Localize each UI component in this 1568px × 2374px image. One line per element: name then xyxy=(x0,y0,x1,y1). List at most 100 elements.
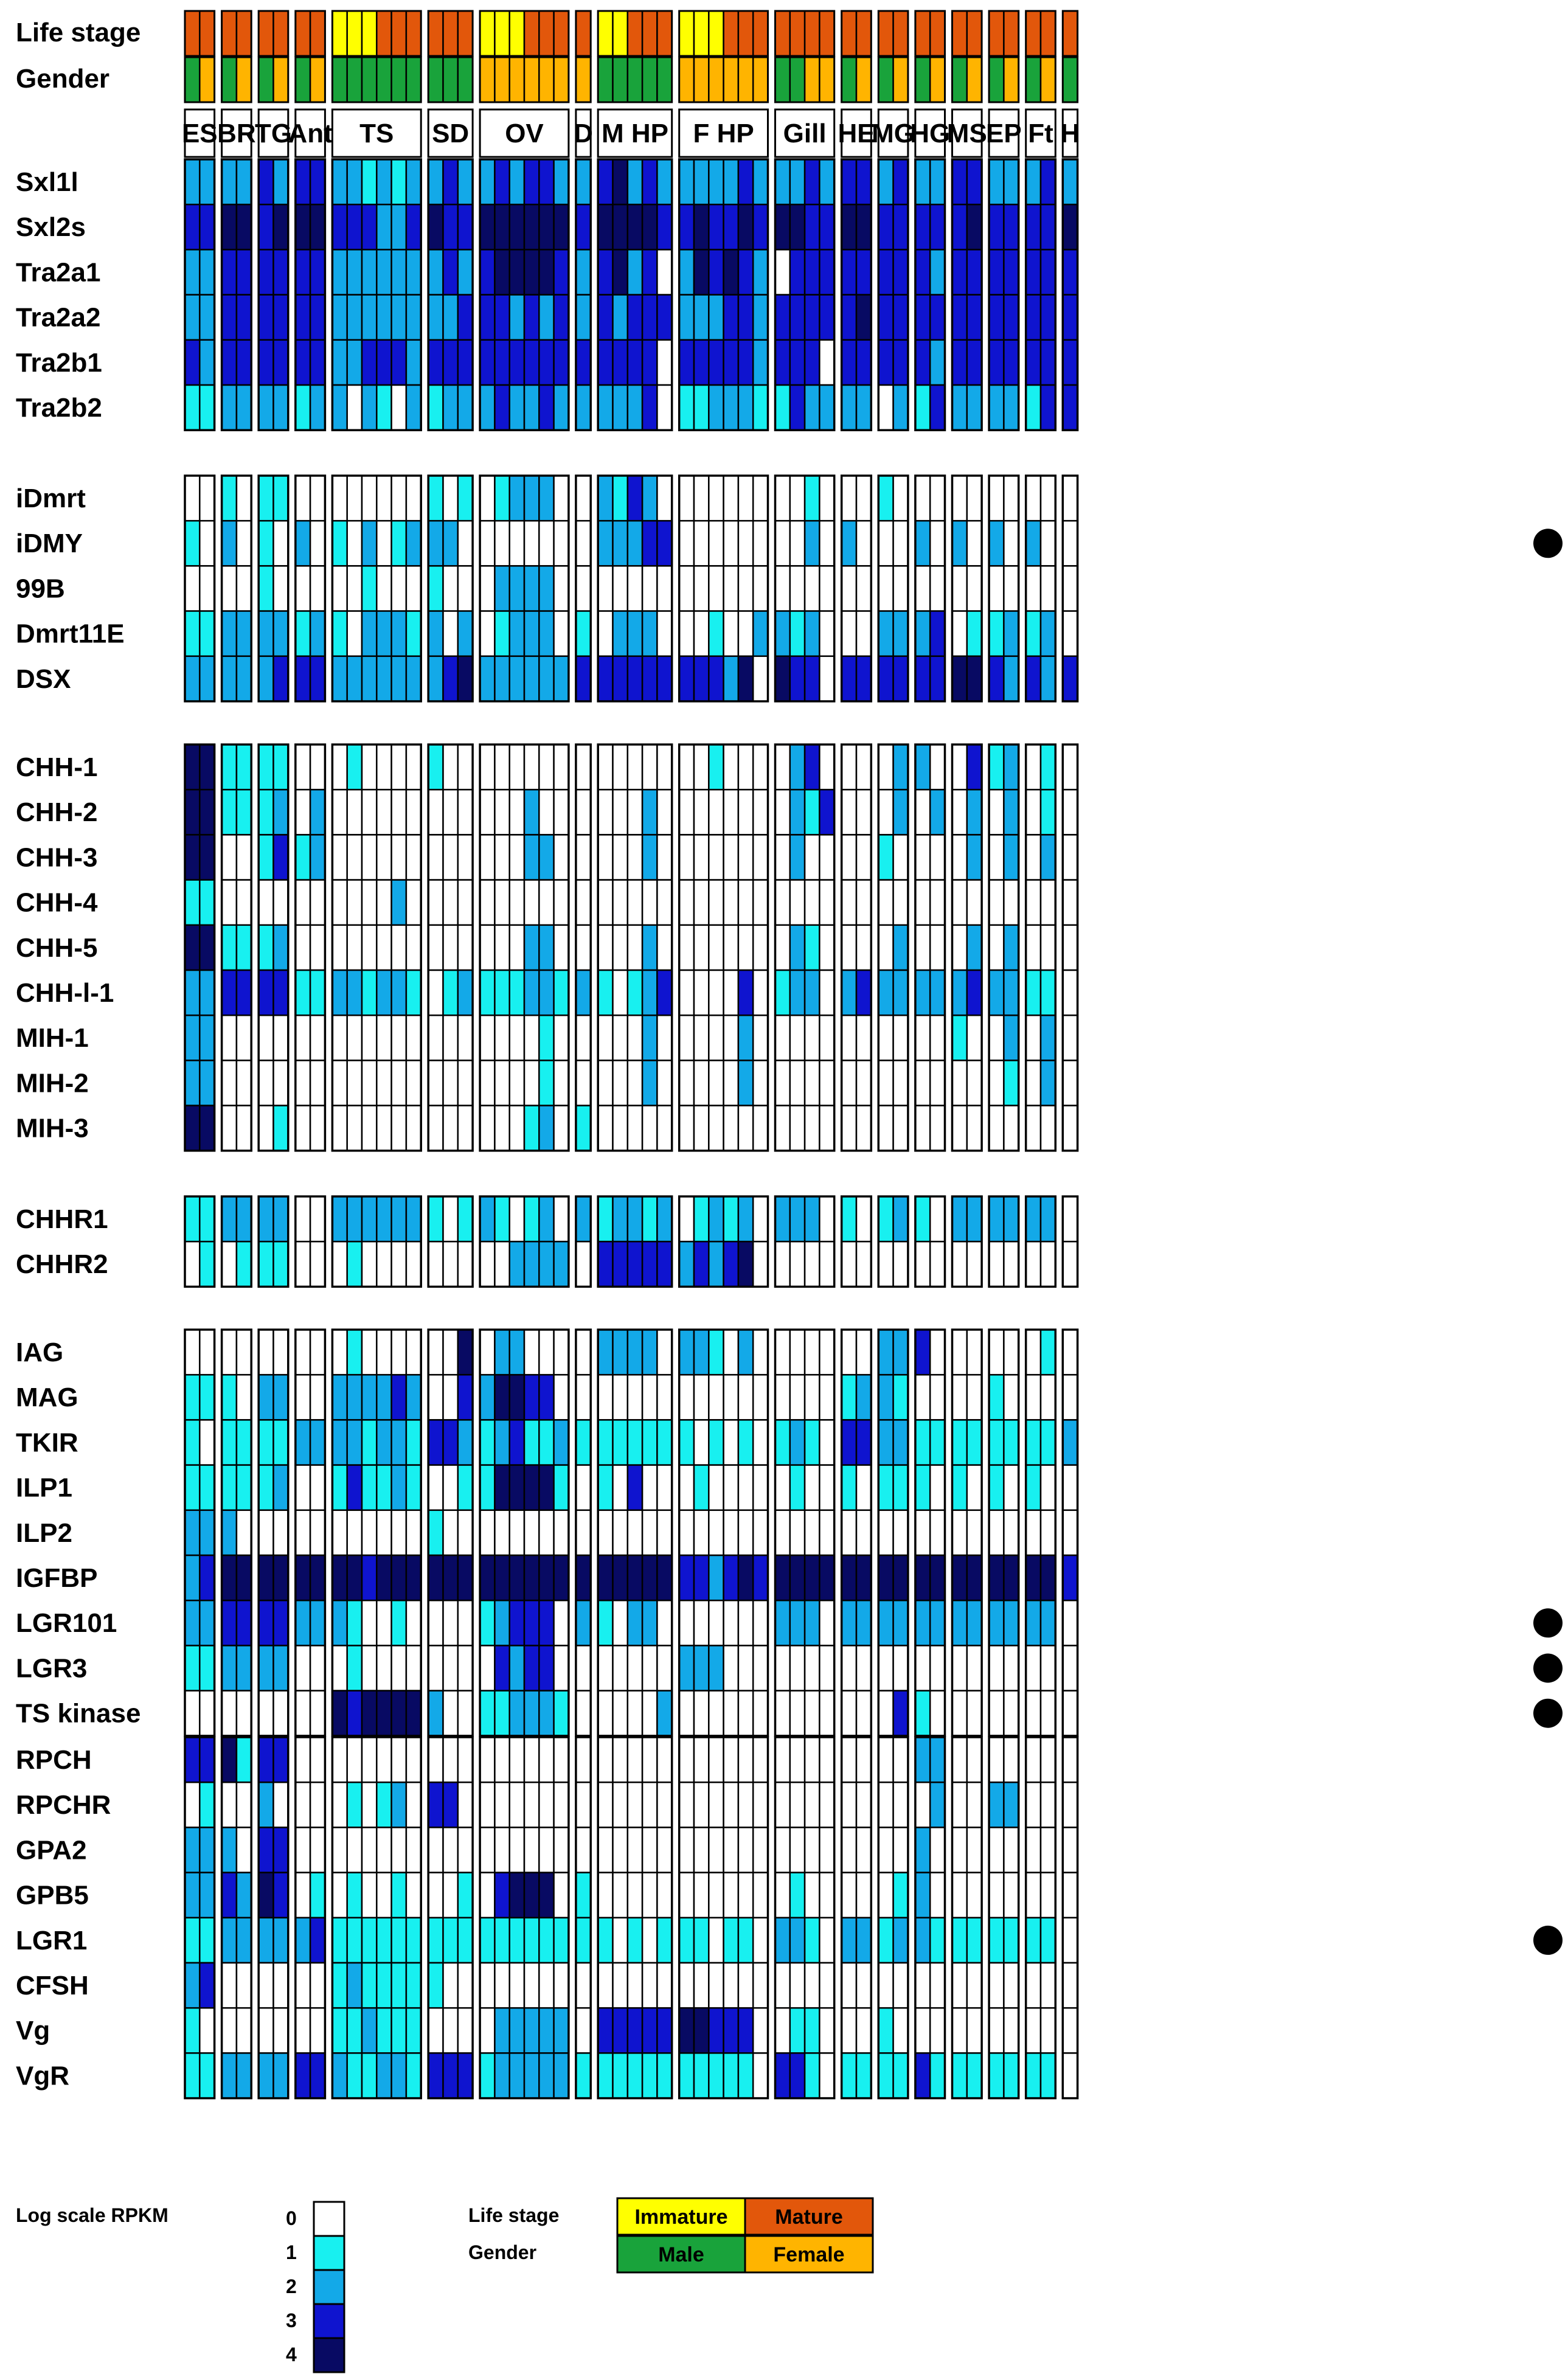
heat-cell xyxy=(914,1917,931,1964)
gene-label-chh-5: CHH-5 xyxy=(16,933,97,963)
heat-cell xyxy=(774,1060,791,1106)
scale-swatch-2 xyxy=(313,2269,345,2305)
heat-cell xyxy=(575,788,592,836)
heat-cell xyxy=(612,1872,629,1919)
heat-cell xyxy=(892,1599,909,1647)
heat-cell xyxy=(951,610,968,658)
heat-cell xyxy=(523,1736,540,1783)
heat-cell xyxy=(427,1509,444,1557)
gene-label-tra2b1: Tra2b1 xyxy=(16,348,102,378)
header-cell xyxy=(752,10,769,57)
heat-cell xyxy=(331,1554,348,1602)
group-block-border xyxy=(220,158,252,431)
heat-cell xyxy=(752,969,769,1016)
tissue-box-m-hp xyxy=(597,108,673,158)
heat-cell xyxy=(723,1373,740,1421)
heat-cell xyxy=(789,1645,806,1692)
heat-cell xyxy=(1025,1419,1042,1466)
heat-cell xyxy=(612,610,629,658)
heat-cell xyxy=(390,1014,408,1061)
heat-cell xyxy=(752,1509,769,1557)
heat-cell xyxy=(855,1509,872,1557)
heat-cell xyxy=(723,294,740,341)
heat-cell xyxy=(841,1645,858,1692)
heat-cell xyxy=(708,879,724,926)
heat-cell xyxy=(457,924,474,971)
heat-cell xyxy=(641,1599,658,1647)
heat-cell xyxy=(752,655,769,703)
heat-cell xyxy=(346,474,363,522)
heat-cell xyxy=(427,1419,444,1466)
heat-cell xyxy=(1062,249,1078,296)
heat-cell xyxy=(819,1599,835,1647)
heat-cell xyxy=(457,1645,474,1692)
header-stage-h xyxy=(1061,10,1079,57)
heat-cell xyxy=(723,788,740,836)
tissue-label-m-hp: M HP xyxy=(602,119,668,148)
heat-cell xyxy=(878,384,894,431)
heat-cell xyxy=(457,158,474,206)
heat-cell xyxy=(914,249,931,296)
header-cell xyxy=(1039,10,1056,57)
header-cell xyxy=(523,10,540,57)
heat-cell xyxy=(184,565,201,612)
heat-cell xyxy=(892,1240,909,1288)
heat-cell xyxy=(641,474,658,522)
heat-cell xyxy=(693,339,710,386)
heat-cell xyxy=(184,743,201,791)
gene-label-idmy: iDMY xyxy=(16,529,83,558)
heat-cell xyxy=(951,879,968,926)
heat-cell xyxy=(494,1690,510,1737)
heat-cell xyxy=(523,1599,540,1647)
heat-cell xyxy=(376,1105,392,1152)
heat-cell xyxy=(1003,1419,1019,1466)
heat-cell xyxy=(309,1373,326,1421)
heat-cell xyxy=(597,565,614,612)
heat-cell xyxy=(390,879,408,926)
heat-cell xyxy=(597,2007,614,2054)
heat-cell xyxy=(479,924,496,971)
heat-cell xyxy=(803,655,820,703)
header-cell xyxy=(708,10,724,57)
heat-cell xyxy=(878,1419,894,1466)
heat-cell xyxy=(1039,1872,1056,1919)
heat-cell xyxy=(1062,1195,1078,1243)
heat-cell xyxy=(892,565,909,612)
heat-cell xyxy=(1003,1736,1019,1783)
heat-cell xyxy=(442,1060,459,1106)
heat-cell xyxy=(257,1464,274,1512)
group-block-border xyxy=(988,743,1020,1152)
heat-cell xyxy=(257,1827,274,1873)
heat-cell xyxy=(479,1195,496,1243)
heat-cell xyxy=(737,294,754,341)
heat-cell xyxy=(693,294,710,341)
header-cell xyxy=(405,10,422,57)
heat-cell xyxy=(257,294,274,341)
heat-cell xyxy=(442,474,459,522)
heat-cell xyxy=(294,1599,311,1647)
heat-cell xyxy=(523,1060,540,1106)
heat-cell xyxy=(346,788,363,836)
gene-label-tra2a2: Tra2a2 xyxy=(16,303,100,333)
group-block-border xyxy=(877,158,909,431)
heat-cell xyxy=(855,1962,872,2009)
heat-cell xyxy=(376,294,392,341)
heat-cell xyxy=(346,924,363,971)
group-block-border xyxy=(1024,158,1057,431)
heat-cell xyxy=(656,1827,673,1873)
heat-cell xyxy=(257,1872,274,1919)
heat-cell xyxy=(184,655,201,703)
gene-label-ilp2: ILP2 xyxy=(16,1518,72,1548)
heat-cell xyxy=(988,1781,1005,1828)
heat-cell xyxy=(737,1509,754,1557)
heat-cell xyxy=(376,1419,392,1466)
heat-cell xyxy=(479,1827,496,1873)
heat-cell xyxy=(723,1645,740,1692)
heat-cell xyxy=(878,1599,894,1647)
heat-cell xyxy=(1062,384,1078,431)
heat-cell xyxy=(523,1872,540,1919)
heat-cell xyxy=(257,2052,274,2099)
heat-cell xyxy=(442,1419,459,1466)
heat-cell xyxy=(789,1917,806,1964)
heat-cell xyxy=(966,879,983,926)
